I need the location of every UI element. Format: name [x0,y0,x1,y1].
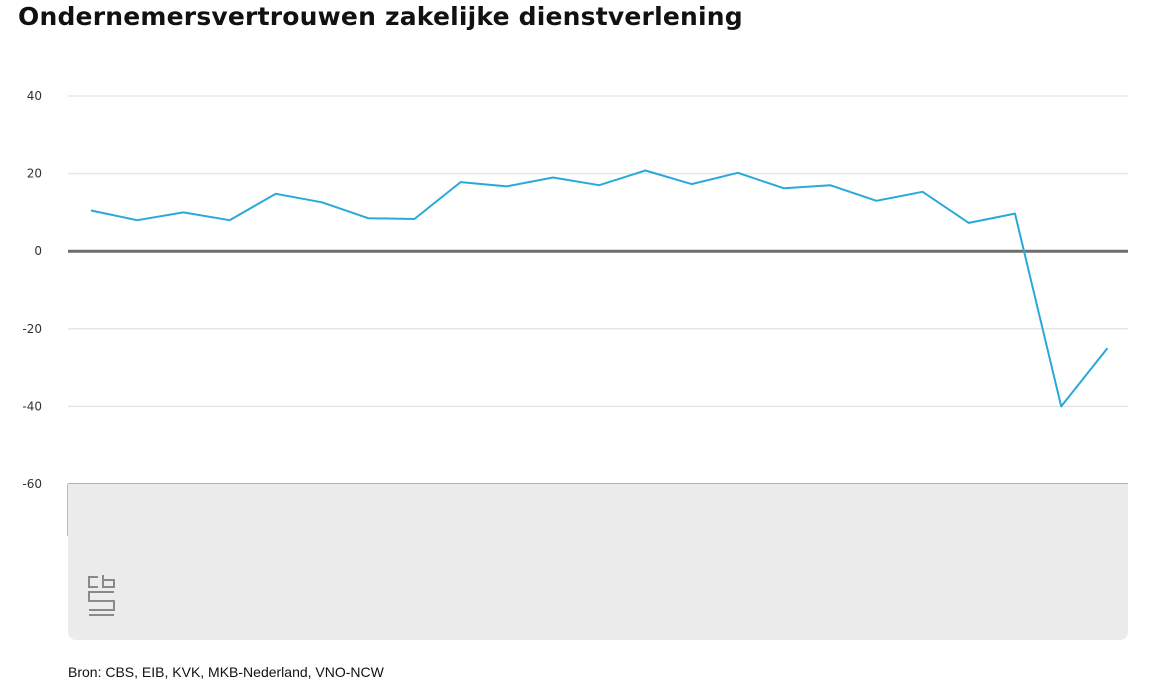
y-tick-label: 0 [34,244,42,258]
gridlines [68,95,1128,408]
chart-title: Ondernemersvertrouwen zakelijke dienstve… [18,2,743,31]
y-tick-label: -40 [22,399,42,413]
source-note: Bron: CBS, EIB, KVK, MKB-Nederland, VNO-… [68,664,384,680]
series-line [90,169,1109,408]
footer-panel [68,484,1128,640]
y-tick-label: -60 [22,477,42,491]
y-tick-label: -20 [22,322,42,336]
cbs-logo-icon [88,575,115,616]
y-tick-label: 20 [27,167,42,181]
y-tick-label: 40 [27,89,42,103]
series-group [90,169,1109,408]
y-axis-ticks: 40 20 0 -20 -40 -60 [22,89,42,491]
